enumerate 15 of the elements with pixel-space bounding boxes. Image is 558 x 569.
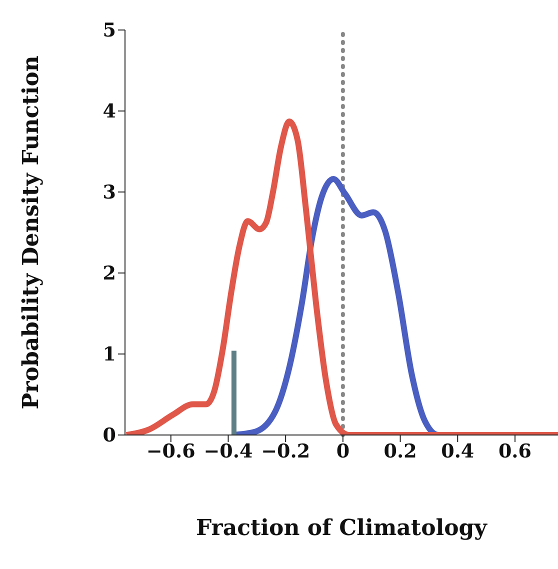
x-tick-label: 0.4 (441, 440, 474, 462)
y-tick-label: 0 (102, 424, 116, 447)
y-tick-label: 5 (102, 20, 116, 42)
y-tick-label: 1 (102, 344, 116, 366)
x-tick-label: −0.2 (261, 440, 310, 462)
y-tick-label: 2 (102, 262, 116, 285)
x-tick-label: 0 (336, 440, 350, 462)
x-tick-label: −0.6 (146, 440, 196, 462)
x-tick-label: 0.6 (498, 440, 532, 462)
x-axis-title: Fraction of Climatology (196, 515, 488, 541)
x-tick-label: 0.2 (384, 440, 417, 462)
x-tick-label: −0.4 (204, 440, 253, 462)
y-axis-title: Probability Density Function (18, 56, 44, 410)
y-tick-label: 4 (102, 100, 116, 123)
y-tick-label: 3 (102, 182, 116, 204)
